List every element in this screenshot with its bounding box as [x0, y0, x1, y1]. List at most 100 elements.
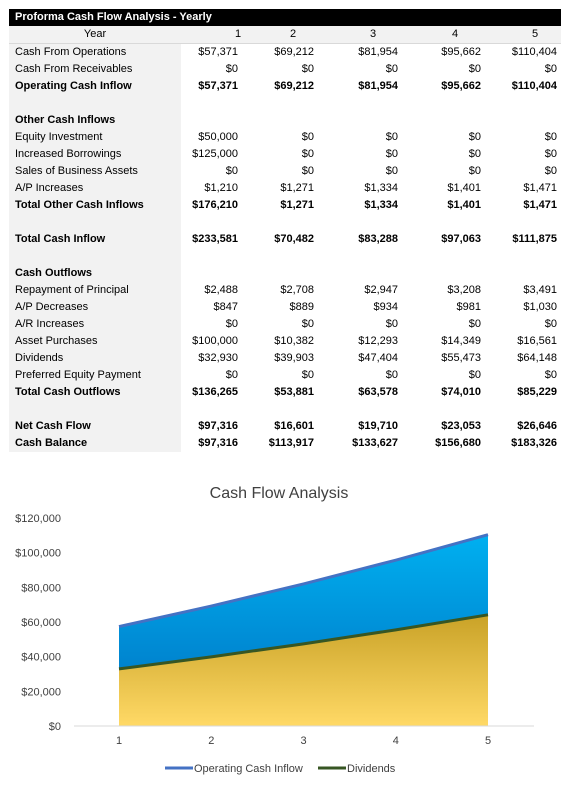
table-cell: $3,491: [523, 284, 557, 296]
table-cell: $0: [468, 165, 481, 177]
year-column-header: 1: [234, 28, 242, 40]
table-cell: $3,208: [447, 284, 481, 296]
table-cell: $0: [385, 131, 398, 143]
x-tick-label: 5: [485, 735, 491, 747]
table-cell: $0: [468, 63, 481, 75]
row-label: Total Cash Outflows: [9, 384, 181, 401]
y-tick-label: $120,000: [15, 513, 61, 525]
table-cell: $1,471: [523, 182, 557, 194]
table-row: Equity Investment $50,000 $0 $0 $0 $0: [9, 129, 561, 146]
row-label: Total Cash Inflow: [9, 231, 181, 248]
row-label: A/P Decreases: [9, 299, 181, 316]
y-tick-label: $20,000: [21, 686, 61, 698]
row-label: Cash Outflows: [9, 265, 181, 282]
table-cell: $0: [301, 63, 314, 75]
table-cell: $69,212: [274, 46, 314, 58]
table-cell: $0: [544, 63, 557, 75]
table-cell: $57,371: [198, 80, 238, 92]
table-cell: $0: [468, 148, 481, 160]
table-cell: $981: [456, 301, 481, 313]
table-cell: $26,646: [517, 420, 557, 432]
table-row: Cash Outflows: [9, 265, 561, 282]
table-cell: [401, 95, 481, 112]
table-row: Asset Purchases $100,000 $10,382 $12,293 $14…: [9, 333, 561, 350]
table-cell: $14,349: [441, 335, 481, 347]
table-cell: $1,030: [523, 301, 557, 313]
cash-flow-chart: Cash Flow Analysis $0 $20,000 $40,000 $60,0…: [15, 485, 534, 775]
table-cell: $0: [468, 318, 481, 330]
table-row: Increased Borrowings $125,000 $0 $0 $0 $0: [9, 146, 561, 163]
table-cell: [401, 401, 481, 418]
table-cell: $0: [468, 131, 481, 143]
table-cell: $176,210: [192, 199, 238, 211]
table-cell: [234, 401, 314, 418]
cash-flow-table: Proforma Cash Flow Analysis - Yearly Yea…: [9, 9, 561, 452]
y-tick-label: $60,000: [21, 617, 61, 629]
dividends-line: [118, 613, 489, 671]
table-cell: $12,293: [358, 335, 398, 347]
table-cell: $0: [385, 165, 398, 177]
table-row: [9, 248, 561, 265]
table-cell: [158, 112, 238, 129]
table-cell: [477, 248, 557, 265]
row-label: Preferred Equity Payment: [9, 367, 181, 384]
table-cell: $0: [385, 63, 398, 75]
table-cell: [401, 248, 481, 265]
table-cell: [158, 214, 238, 231]
table-row: Cash From Receivables $0 $0 $0 $0 $0: [9, 61, 561, 78]
table-cell: $85,229: [517, 386, 557, 398]
table-cell: $0: [301, 318, 314, 330]
legend-label: Operating Cash Inflow: [194, 763, 303, 775]
year-column-header: 5: [531, 28, 539, 40]
table-cell: $0: [301, 369, 314, 381]
table-cell: $889: [289, 301, 314, 313]
table-cell: $2,708: [280, 284, 314, 296]
table-cell: $1,271: [280, 182, 314, 194]
table-cell: $156,680: [435, 437, 481, 449]
table-cell: $50,000: [198, 131, 238, 143]
row-label: [9, 401, 181, 418]
table-cell: $1,271: [280, 199, 314, 211]
table-cell: $0: [385, 318, 398, 330]
table-cell: $847: [213, 301, 238, 313]
table-cell: $1,334: [364, 199, 398, 211]
table-row: Total Other Cash Inflows $176,210 $1,271 $1…: [9, 197, 561, 214]
x-tick-label: 3: [300, 735, 306, 747]
table-cell: [318, 248, 398, 265]
table-cell: $0: [225, 63, 238, 75]
row-label: Equity Investment: [9, 129, 181, 146]
table-row: Dividends $32,930 $39,903 $47,404 $55,473 $64…: [9, 350, 561, 367]
table-cell: $57,371: [198, 46, 238, 58]
year-column-header: 2: [289, 28, 297, 40]
row-label: Total Other Cash Inflows: [9, 197, 181, 214]
operating-cash-inflow-line: [118, 533, 489, 629]
row-label: Increased Borrowings: [9, 146, 181, 163]
x-tick-label: 1: [116, 735, 122, 747]
table-cell: [318, 95, 398, 112]
table-title: Proforma Cash Flow Analysis - Yearly: [9, 9, 561, 26]
table-cell: $47,404: [358, 352, 398, 364]
table-cell: $2,488: [204, 284, 238, 296]
table-cell: $81,954: [358, 80, 398, 92]
row-label: Net Cash Flow: [9, 418, 181, 435]
row-label: A/P Increases: [9, 180, 181, 197]
y-tick-label: $0: [49, 721, 61, 733]
table-cell: [477, 265, 557, 282]
table-cell: $23,053: [441, 420, 481, 432]
table-cell: $0: [385, 369, 398, 381]
table-row: Cash Balance $97,316 $113,917 $133,627 $156,…: [9, 435, 561, 452]
table-row: Cash From Operations $57,371 $69,212 $81,95…: [9, 44, 561, 61]
table-cell: [401, 112, 481, 129]
table-cell: $0: [544, 318, 557, 330]
table-cell: [477, 214, 557, 231]
table-cell: $110,404: [511, 46, 557, 58]
table-row: A/P Increases $1,210 $1,271 $1,334 $1,401 $1,…: [9, 180, 561, 197]
table-cell: $0: [544, 148, 557, 160]
table-row: Other Cash Inflows: [9, 112, 561, 129]
table-row: Repayment of Principal $2,488 $2,708 $2,947…: [9, 282, 561, 299]
table-cell: $1,401: [447, 199, 481, 211]
row-label: Sales of Business Assets: [9, 163, 181, 180]
table-cell: $0: [225, 165, 238, 177]
table-row: [9, 95, 561, 112]
table-cell: $81,954: [358, 46, 398, 58]
